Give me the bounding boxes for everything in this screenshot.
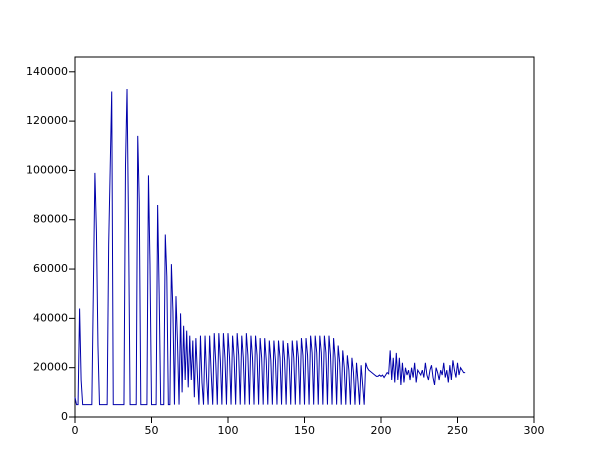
x-tick-label: 300 bbox=[524, 424, 545, 437]
x-tick-label: 50 bbox=[145, 424, 159, 437]
x-tick-label: 200 bbox=[371, 424, 392, 437]
y-tick-label: 40000 bbox=[33, 311, 68, 324]
y-tick-label: 100000 bbox=[26, 163, 68, 176]
x-tick-label: 150 bbox=[294, 424, 315, 437]
y-tick-label: 120000 bbox=[26, 114, 68, 127]
y-tick-label: 140000 bbox=[26, 65, 68, 78]
y-tick-label: 0 bbox=[61, 410, 68, 423]
data-line bbox=[74, 89, 466, 406]
y-tick-label: 60000 bbox=[33, 262, 68, 275]
plot-frame bbox=[74, 56, 535, 418]
x-tick-label: 100 bbox=[218, 424, 239, 437]
x-tick-label: 250 bbox=[447, 424, 468, 437]
y-tick-label: 20000 bbox=[33, 361, 68, 374]
x-tick-label: 0 bbox=[72, 424, 79, 437]
y-tick-label: 80000 bbox=[33, 213, 68, 226]
